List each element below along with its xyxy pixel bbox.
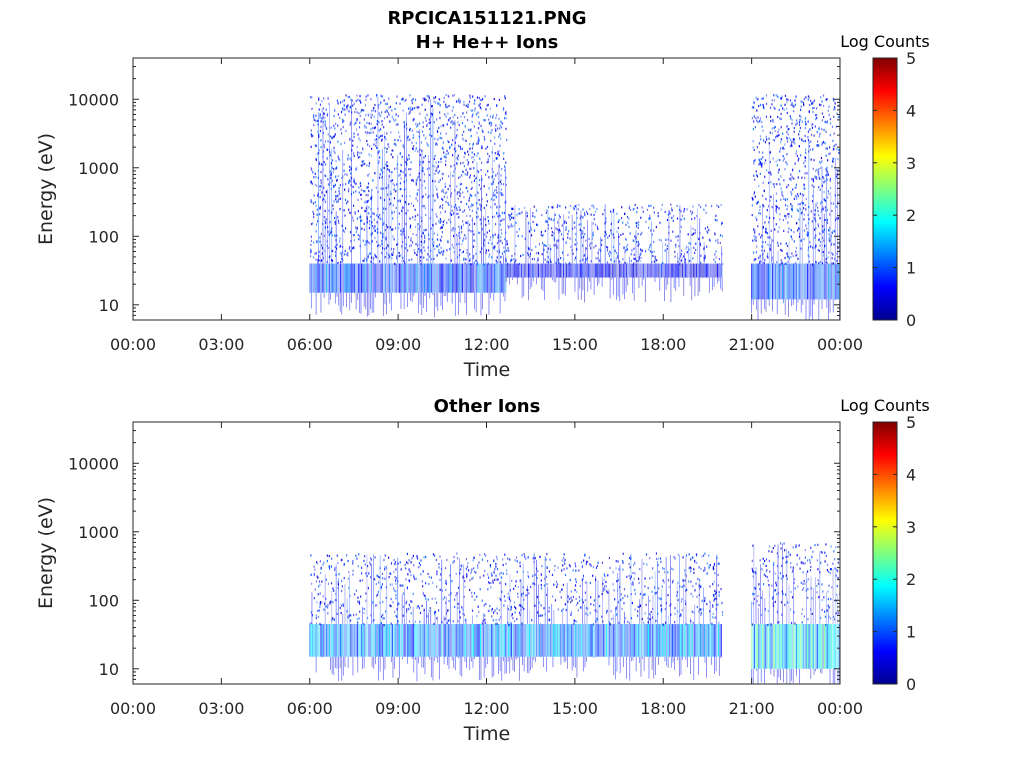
colorbar-tick-label: 0	[906, 675, 916, 694]
data-segment	[751, 542, 840, 684]
x-tick-label: 09:00	[375, 699, 421, 718]
x-tick-label: 06:00	[287, 335, 333, 354]
colorbar: 0 1 2 3 4 5	[872, 49, 916, 330]
x-tick-label: 03:00	[198, 699, 244, 718]
colorbar-tick-label: 3	[906, 518, 916, 537]
x-tick-label: 15:00	[552, 335, 598, 354]
colorbar-gradient	[872, 421, 898, 685]
x-tick-label: 00:00	[110, 335, 156, 354]
colorbar: 0 1 2 3 4 5	[872, 413, 916, 694]
y-tick-label: 100	[88, 227, 119, 246]
plot-area	[309, 542, 840, 684]
colorbar-tick-label: 1	[906, 259, 916, 278]
figure-title: RPCICA151121.PNG	[387, 8, 586, 29]
x-tick-label: 18:00	[640, 699, 686, 718]
x-tick-label: 15:00	[552, 699, 598, 718]
colorbar-tick-label: 1	[906, 623, 916, 642]
data-segment	[751, 94, 840, 320]
colorbar-tick-label: 2	[906, 206, 916, 225]
plot-area	[309, 93, 840, 320]
y-tick-label: 100	[88, 591, 119, 610]
x-tick-label: 00:00	[110, 699, 156, 718]
y-axis-label: Energy (eV)	[35, 497, 57, 609]
colorbar-tick-label: 0	[906, 311, 916, 330]
x-tick-label: 12:00	[463, 699, 509, 718]
x-tick-label: 12:00	[463, 335, 509, 354]
data-segment	[309, 93, 508, 318]
colorbar-tick-label: 5	[906, 49, 916, 68]
y-tick-label: 10000	[68, 454, 119, 473]
axes: 00:00 03:00 06:00 09:00 12:00 15:00 18:00 21:00…	[68, 421, 863, 718]
data-segment	[309, 552, 724, 682]
y-axis-label: Energy (eV)	[35, 133, 57, 245]
x-axis-label: Time	[463, 359, 511, 381]
x-tick-label: 03:00	[198, 335, 244, 354]
colorbar-title: Log Counts	[840, 32, 930, 51]
y-tick-label: 1000	[78, 159, 119, 178]
y-tick-label: 10	[99, 660, 119, 679]
y-tick-label: 1000	[78, 523, 119, 542]
panel-h-he-ions: H+ He++ Ions 00:00 03:00 06:00 09:00 12:00 15…	[35, 32, 930, 381]
colorbar-tick-label: 4	[906, 101, 916, 120]
x-tick-label: 18:00	[640, 335, 686, 354]
colorbar-tick-label: 3	[906, 154, 916, 173]
colorbar-tick-label: 2	[906, 570, 916, 589]
colorbar-gradient	[872, 57, 898, 321]
colorbar-tick-label: 4	[906, 465, 916, 484]
x-tick-label: 00:00	[817, 335, 863, 354]
panel-title: Other Ions	[434, 396, 541, 417]
x-tick-label: 21:00	[729, 699, 775, 718]
x-tick-label: 21:00	[729, 335, 775, 354]
x-tick-label: 00:00	[817, 699, 863, 718]
x-tick-label: 06:00	[287, 699, 333, 718]
panel-other-ions: Other Ions 00:00 03:00 06:00 09:00 12:00 15:0…	[35, 396, 930, 745]
y-tick-label: 10000	[68, 90, 119, 109]
x-axis-label: Time	[463, 723, 511, 745]
x-tick-label: 09:00	[375, 335, 421, 354]
data-segment	[505, 203, 724, 303]
axes: 00:00 03:00 06:00 09:00 12:00 15:00 18:00 21:00…	[68, 57, 863, 354]
colorbar-title: Log Counts	[840, 396, 930, 415]
y-tick-label: 10	[99, 296, 119, 315]
panel-title: H+ He++ Ions	[416, 32, 559, 53]
colorbar-tick-label: 5	[906, 413, 916, 432]
